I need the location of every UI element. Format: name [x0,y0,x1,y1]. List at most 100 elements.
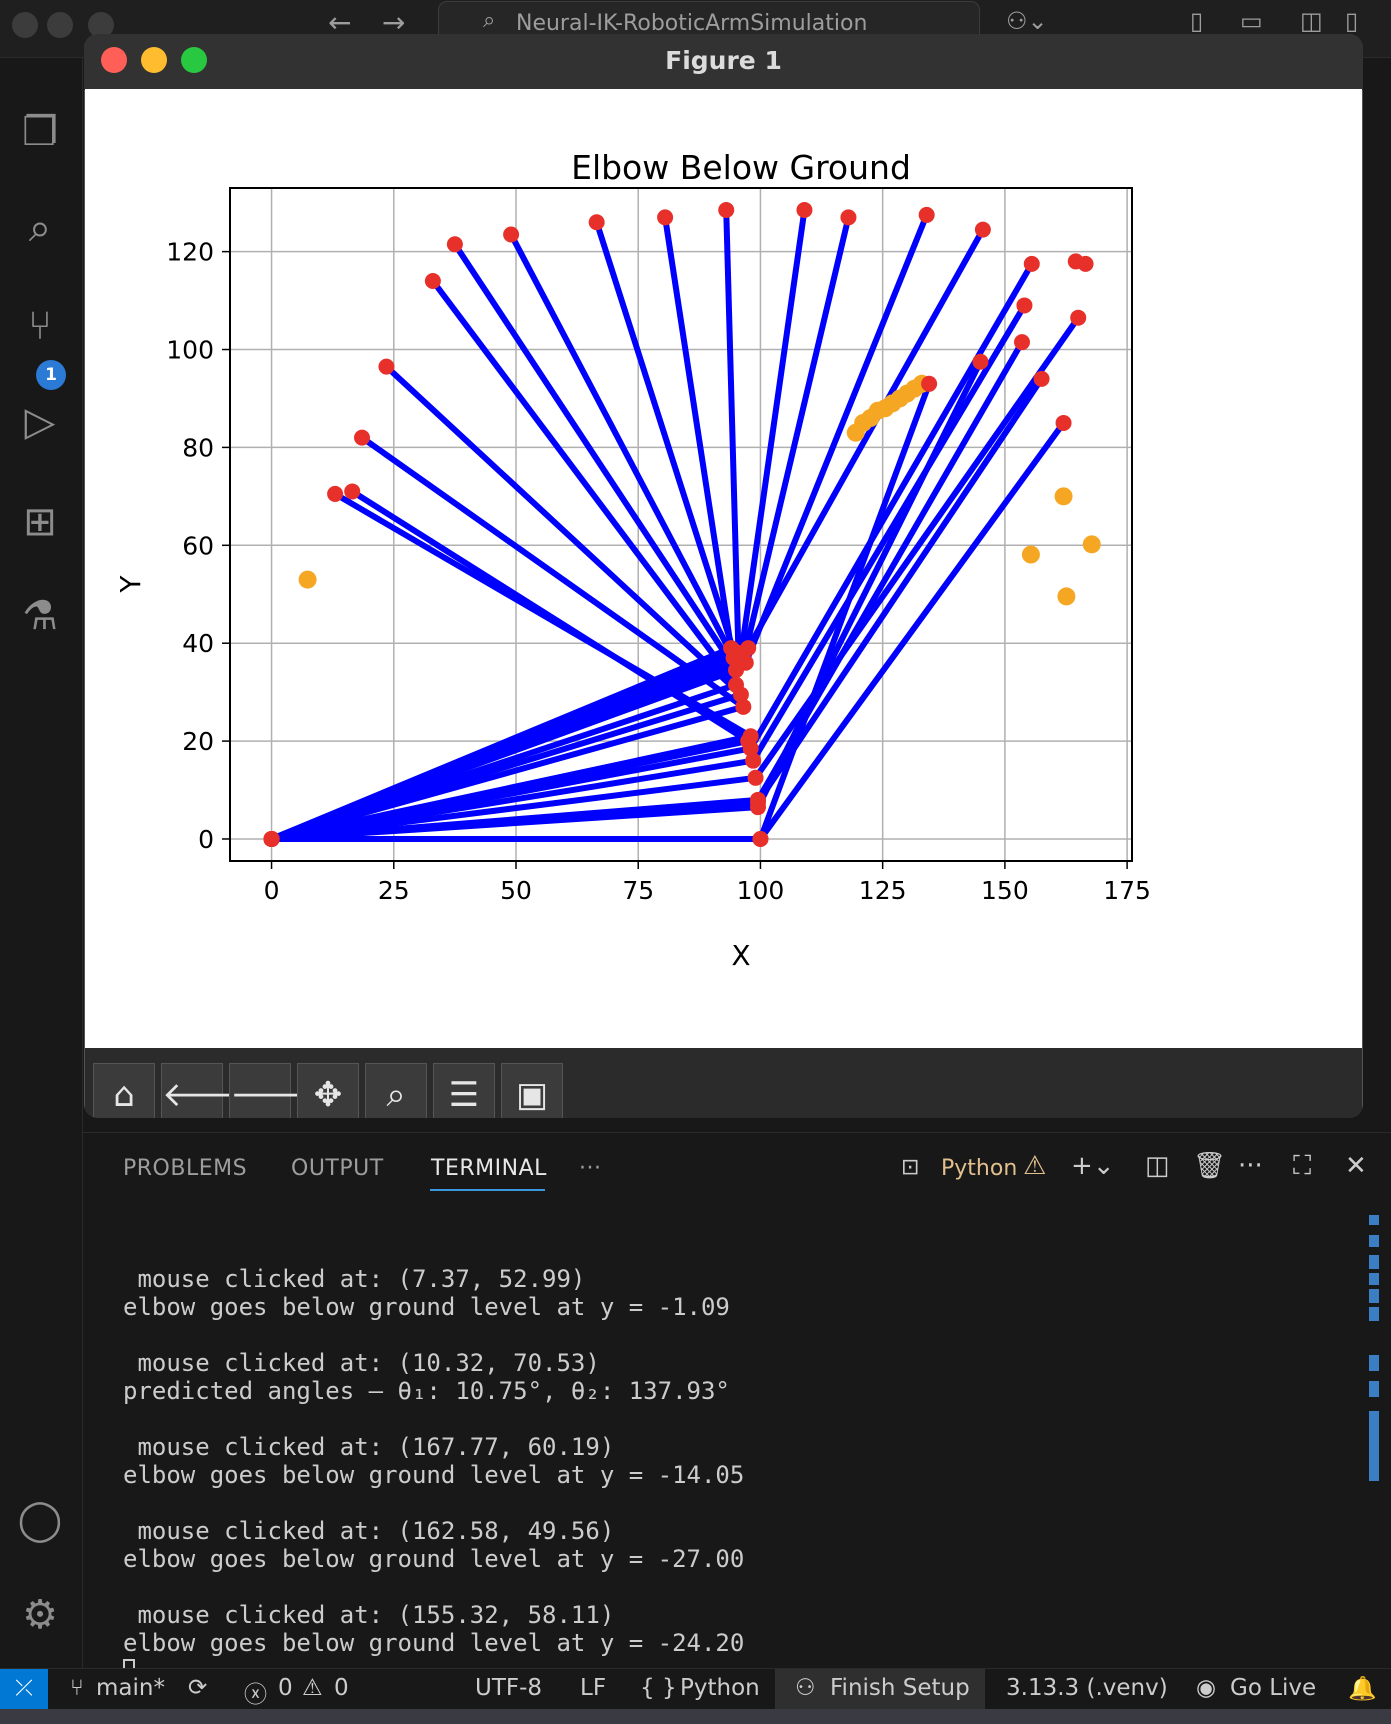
arm-joint-point [378,358,395,375]
encoding[interactable]: UTF-8 [475,1675,543,1701]
explorer-icon[interactable]: ❐ [22,109,58,155]
arm-joint-point [588,214,605,231]
close-window-button[interactable] [12,12,38,38]
arm-joint-point [921,375,938,392]
x-tick-label: 150 [981,876,1029,905]
y-axis-label: Y [114,575,147,594]
arm-joint-point [327,485,344,502]
figure-canvas[interactable]: 0 25 50 75 100 125 150 175 0 20 40 60 80 100 120 Elbow… [85,89,1362,1048]
arm-joint-point [718,202,735,219]
mouse-click-point [1021,545,1040,564]
arm-joint-point [840,209,857,226]
toggle-panel-icon[interactable]: ▭ [1240,7,1263,35]
terminal-line: mouse clicked at: (167.77, 60.19) [123,1433,615,1461]
arm-joint-point [1033,370,1050,387]
terminal-line [123,1405,744,1433]
arm-joint-point [737,654,754,671]
new-terminal-icon[interactable]: +⌄ [1071,1151,1115,1181]
x-tick-label: 50 [500,876,532,905]
finish-setup-label: Finish Setup [830,1675,970,1701]
tab-output[interactable]: OUTPUT [291,1156,384,1181]
sync-icon[interactable]: ⟳ [188,1675,208,1701]
close-panel-icon[interactable]: ✕ [1345,1151,1367,1181]
finish-setup-button[interactable]: ⚇ Finish Setup [775,1669,985,1709]
error-icon: ⓧ [244,1682,267,1708]
bottom-panel: PROBLEMS OUTPUT TERMINAL ··· ⊡ Python ⚠ … [83,1132,1391,1685]
terminal-more-icon[interactable]: ··· [1238,1151,1263,1181]
extensions-icon[interactable]: ⊞ [23,499,57,545]
x-tick-label: 175 [1103,876,1151,905]
arm-joint-point [974,221,991,238]
kill-terminal-icon[interactable]: 🗑 [1193,1151,1227,1181]
pan-icon[interactable]: ✥ [297,1063,359,1118]
tab-problems[interactable]: PROBLEMS [123,1156,248,1181]
run-debug-icon[interactable]: ▷ [24,399,56,445]
plot-frame [229,187,1133,862]
notifications-icon[interactable]: 🔔 [1348,1676,1377,1702]
chart-svg: 0 25 50 75 100 125 150 175 0 20 40 60 80 100 120 Elbow… [114,148,1151,972]
terminal-profile-label[interactable]: Python [941,1156,1018,1181]
terminal-scroll-markers [1369,1215,1379,1485]
save-icon[interactable]: ▣ [501,1063,563,1118]
tab-terminal[interactable]: TERMINAL [431,1156,547,1181]
remote-indicator-icon[interactable]: ⤫ [0,1669,48,1709]
figure-minimize-button[interactable] [141,47,167,73]
arm-joint-point [740,640,757,657]
y-tick-label: 40 [182,629,214,658]
arm-joint-point [1055,414,1072,431]
terminal-line: mouse clicked at: (155.32, 58.11) [123,1601,615,1629]
terminal-line [123,1489,744,1517]
maximize-window-button[interactable] [88,12,114,38]
broadcast-icon: ◉ [1196,1675,1217,1701]
go-back-icon[interactable]: ← [328,6,352,39]
forward-arrow-icon[interactable]: 🡒 [229,1063,321,1118]
minimize-window-button[interactable] [47,12,73,38]
arm-joint-point [263,830,280,847]
terminal-line: mouse clicked at: (7.37, 52.99) [123,1265,586,1293]
terminal-output[interactable]: mouse clicked at: (7.37, 52.99) elbow goe… [123,1237,744,1685]
source-control-icon[interactable]: ⑂ [28,303,52,349]
warning-icon: ⚠ [1023,1151,1047,1181]
figure-zoom-button[interactable] [181,47,207,73]
terminal-line: predicted angles – θ₁: 10.75°, θ₂: 137.9… [123,1377,730,1405]
python-interpreter[interactable]: 3.13.3 (.venv) [1006,1675,1168,1701]
settings-gear-icon[interactable]: ⚙ [22,1592,58,1638]
go-live-button[interactable]: Go Live [1230,1675,1317,1701]
matplotlib-figure-window: Figure 1 0 25 50 75 100 125 150 175 0 20 40 60 80 100… [84,34,1363,1118]
split-terminal-icon[interactable]: ◫ [1145,1151,1170,1181]
figure-close-button[interactable] [101,47,127,73]
search-icon[interactable]: ⌕ [28,205,52,251]
toggle-sidebar-icon[interactable]: ▯ [1190,7,1204,35]
customize-layout-icon[interactable]: ▯ [1345,7,1359,35]
home-icon[interactable]: ⌂ [93,1063,155,1118]
back-arrow-icon[interactable]: 🡐 [161,1063,253,1118]
arm-joint-point [796,202,813,219]
accounts-icon[interactable]: ⚇⌄ [1006,7,1048,35]
toggle-secondary-sidebar-icon[interactable]: ◫ [1300,7,1323,35]
x-tick-label: 100 [737,876,785,905]
line-ending[interactable]: LF [580,1675,607,1701]
y-tick-label: 100 [166,336,214,365]
go-forward-icon[interactable]: → [382,6,406,39]
terminal-line: elbow goes below ground level at y = -1.… [123,1293,730,1321]
error-count[interactable]: 0 [278,1675,293,1701]
arm-joint-point [728,676,744,693]
figure-title-bar: Figure 1 [84,34,1363,90]
warning-count[interactable]: 0 [334,1675,349,1701]
zoom-icon[interactable]: ⌕ [365,1063,427,1118]
joint-points [263,202,1094,847]
search-icon: ⌕ [483,8,496,33]
account-icon[interactable]: ◯ [17,1497,63,1543]
testing-icon[interactable]: ⚗ [22,593,58,639]
branch-name[interactable]: main* [96,1675,165,1701]
terminal-line [123,1321,744,1349]
configure-subplots-icon[interactable]: ☰ [433,1063,495,1118]
arm-joint-point [446,236,463,253]
terminal-line [123,1237,744,1265]
arm-joint-point [1014,334,1030,351]
language-mode[interactable]: Python [680,1675,760,1701]
terminal-line: elbow goes below ground level at y = -14… [123,1461,745,1489]
panel-more-tabs[interactable]: ··· [579,1156,602,1181]
chart-title: Elbow Below Ground [571,148,911,187]
maximize-panel-icon[interactable]: ⛶ [1293,1151,1312,1181]
